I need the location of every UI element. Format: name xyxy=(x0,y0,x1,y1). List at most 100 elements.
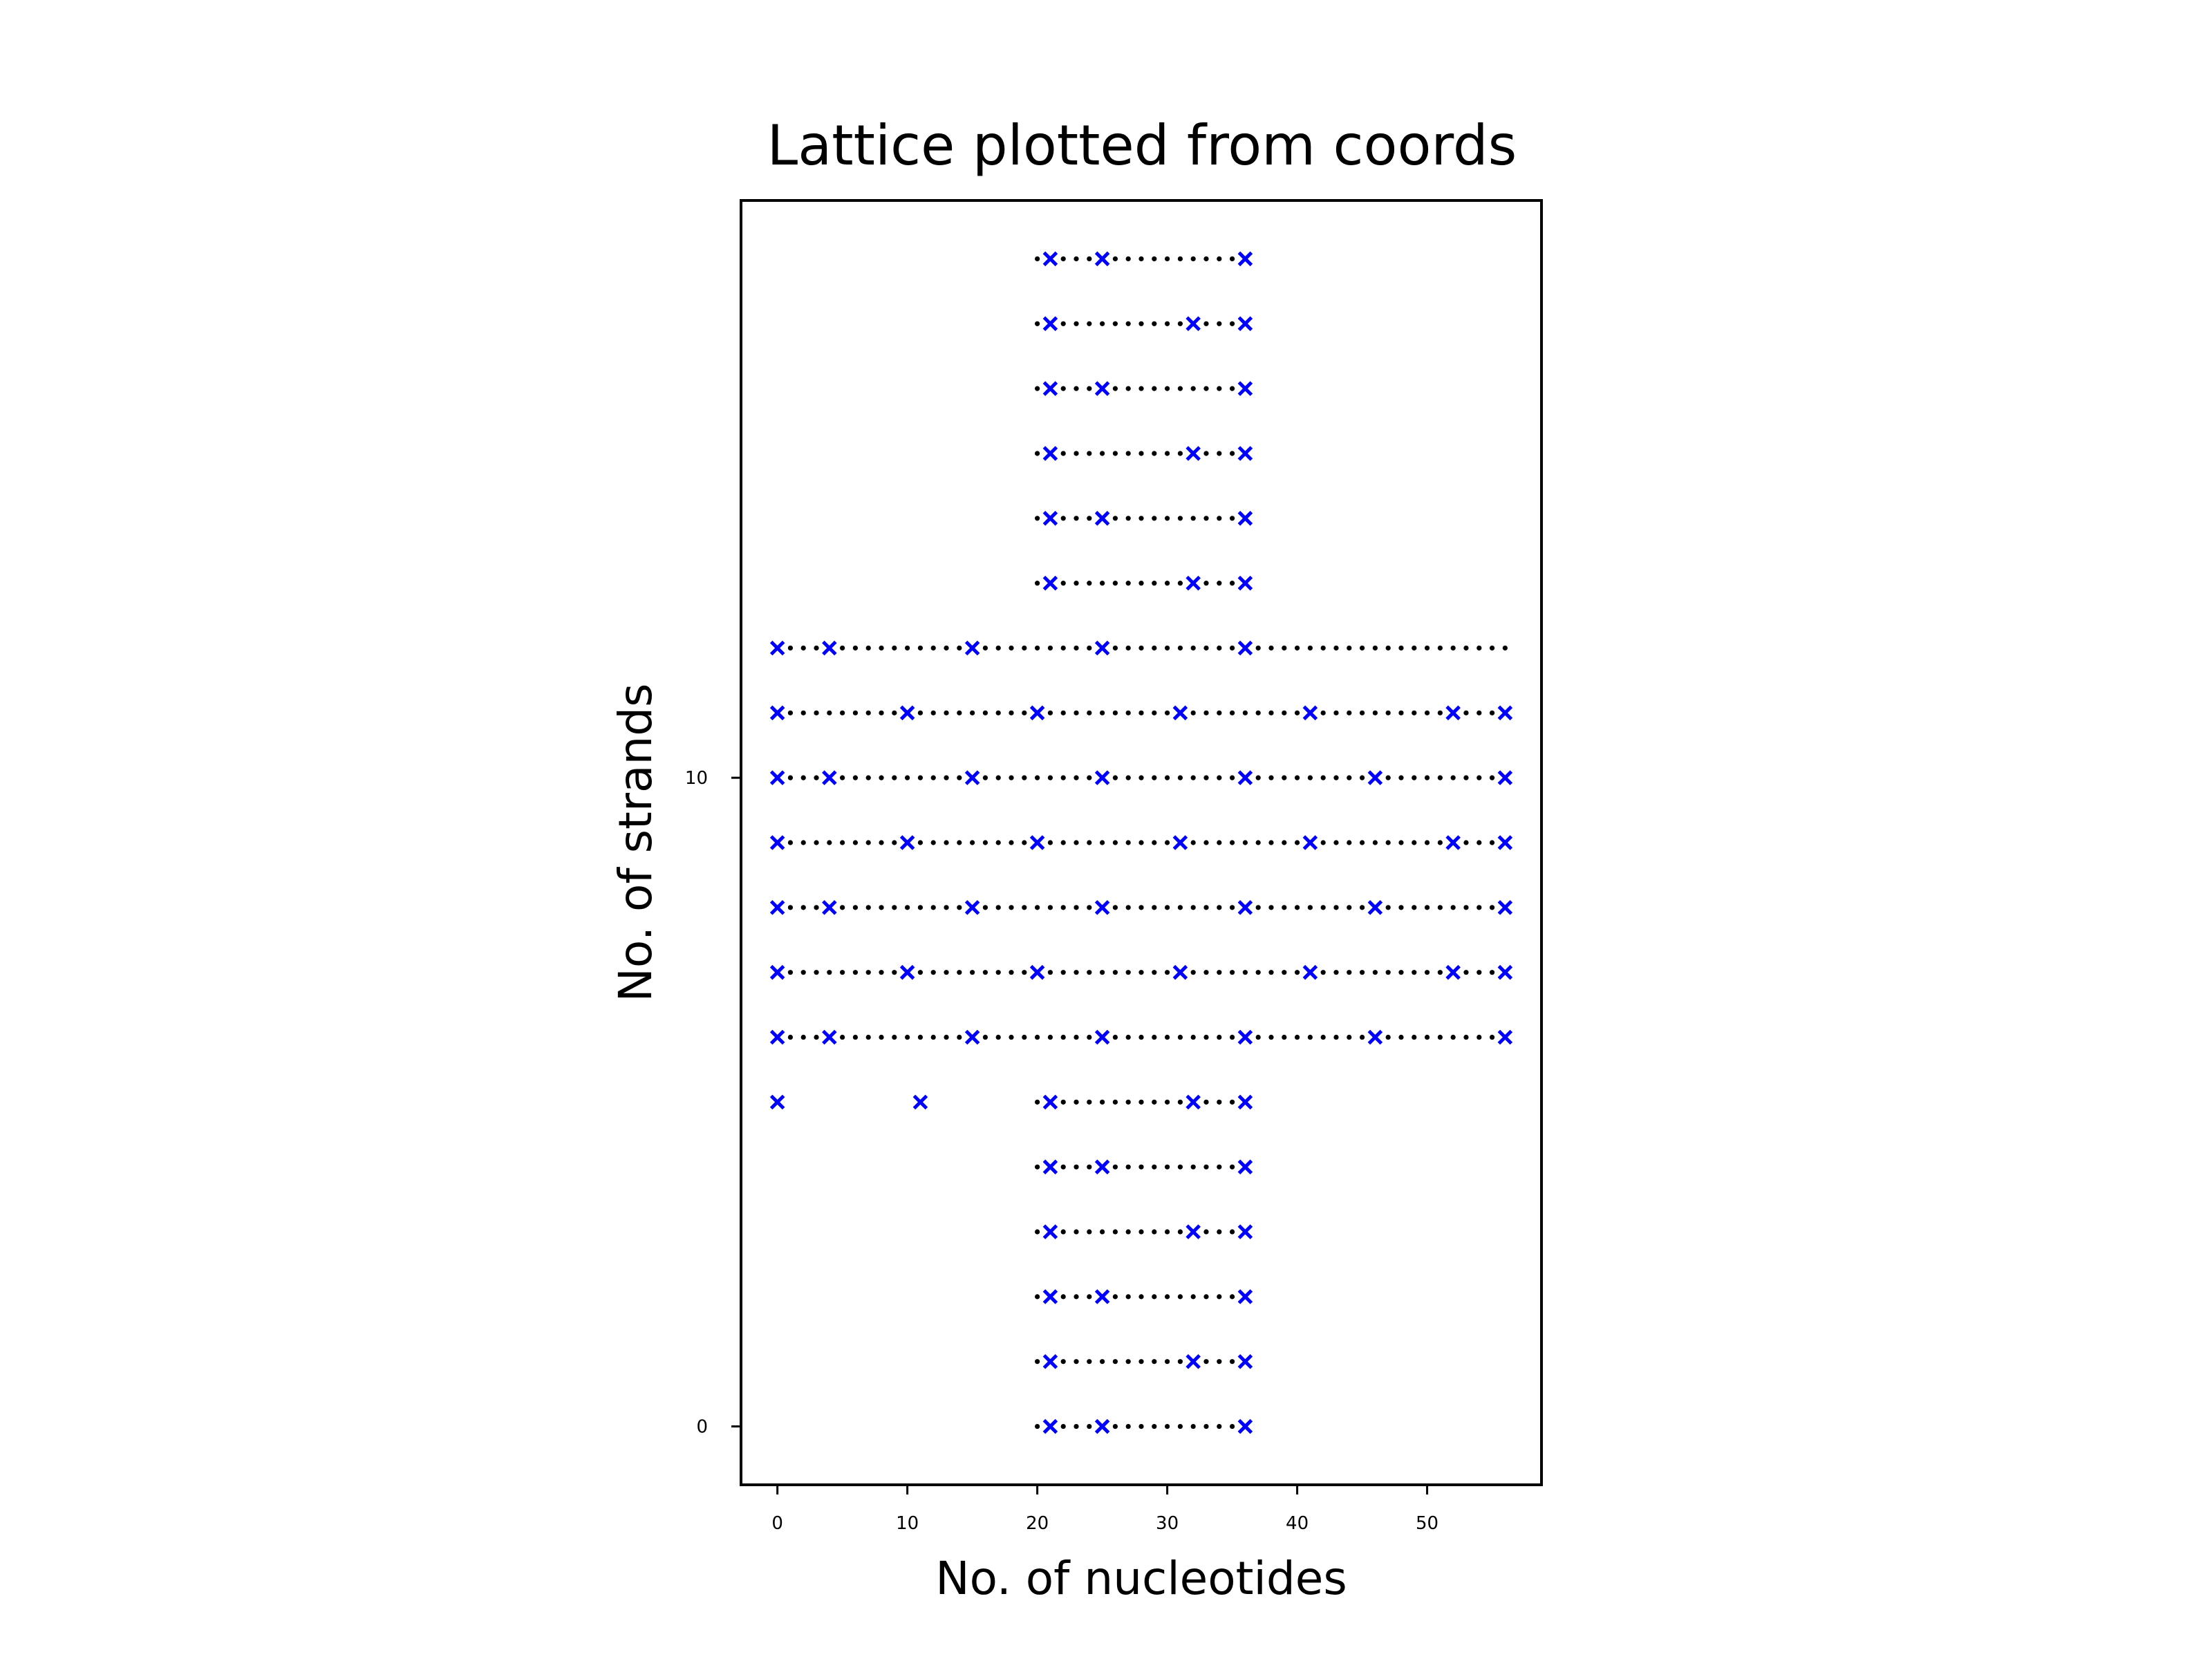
crossover-marker xyxy=(1237,511,1253,526)
nucleotide-point xyxy=(1450,775,1456,780)
nucleotide-point xyxy=(1112,645,1118,651)
nucleotide-point xyxy=(1412,970,1417,975)
nucleotide-point xyxy=(1190,645,1196,651)
nucleotide-point xyxy=(1047,775,1053,780)
nucleotide-point xyxy=(1333,645,1339,651)
crossover-marker xyxy=(1185,446,1201,461)
crossover-marker xyxy=(1094,511,1110,526)
nucleotide-point xyxy=(1112,256,1118,262)
nucleotide-point xyxy=(1268,1034,1274,1040)
nucleotide-point xyxy=(1087,645,1092,651)
nucleotide-point xyxy=(1424,905,1430,910)
nucleotide-point xyxy=(1203,840,1209,845)
nucleotide-point xyxy=(1060,1359,1066,1365)
nucleotide-point xyxy=(1074,1423,1079,1430)
nucleotide-point xyxy=(1138,256,1144,262)
nucleotide-point xyxy=(1060,1164,1066,1170)
nucleotide-point xyxy=(1060,386,1066,391)
crossover-marker xyxy=(822,640,837,656)
nucleotide-point xyxy=(1100,451,1105,456)
nucleotide-point xyxy=(944,710,949,715)
nucleotide-point xyxy=(879,840,884,845)
crossover-marker xyxy=(1029,964,1045,980)
nucleotide-point xyxy=(1307,775,1313,780)
nucleotide-point xyxy=(800,710,806,715)
nucleotide-point xyxy=(1437,970,1443,975)
nucleotide-point xyxy=(800,970,806,975)
nucleotide-point xyxy=(1047,970,1053,975)
nucleotide-point xyxy=(1333,840,1339,845)
nucleotide-point xyxy=(1282,1034,1287,1040)
nucleotide-point xyxy=(1100,970,1105,975)
nucleotide-point xyxy=(1347,905,1352,910)
nucleotide-point xyxy=(1385,970,1391,975)
nucleotide-point xyxy=(1190,905,1196,910)
nucleotide-point xyxy=(1165,516,1170,521)
nucleotide-point xyxy=(905,1034,910,1040)
nucleotide-point xyxy=(1359,905,1365,910)
nucleotide-point xyxy=(1112,516,1118,521)
nucleotide-point xyxy=(1138,386,1144,391)
nucleotide-point xyxy=(1412,775,1417,780)
crossover-marker xyxy=(769,964,785,980)
nucleotide-point xyxy=(1177,256,1183,262)
nucleotide-point xyxy=(1412,710,1417,715)
nucleotide-point xyxy=(800,1034,806,1040)
nucleotide-point xyxy=(982,1034,988,1040)
crossover-marker xyxy=(1367,900,1383,915)
crossover-marker xyxy=(769,770,785,785)
nucleotide-point xyxy=(1125,710,1131,715)
nucleotide-point xyxy=(1255,1034,1261,1040)
nucleotide-point xyxy=(1217,386,1222,391)
nucleotide-point xyxy=(1100,840,1105,845)
nucleotide-point xyxy=(1125,321,1131,326)
nucleotide-point xyxy=(1125,256,1131,262)
nucleotide-point xyxy=(1190,1294,1196,1300)
nucleotide-point xyxy=(1138,321,1144,326)
nucleotide-point xyxy=(905,775,910,780)
nucleotide-point xyxy=(1255,775,1261,780)
nucleotide-point xyxy=(1372,840,1378,845)
strand-row-14 xyxy=(1035,516,1248,521)
nucleotide-point xyxy=(1047,1034,1053,1040)
nucleotide-point xyxy=(1125,905,1131,910)
nucleotide-point xyxy=(840,970,845,975)
nucleotide-point xyxy=(1477,840,1482,845)
nucleotide-point xyxy=(1047,905,1053,910)
nucleotide-point xyxy=(1229,386,1235,391)
nucleotide-point xyxy=(1203,1099,1209,1105)
crossover-markers xyxy=(769,251,1513,1434)
nucleotide-point xyxy=(787,710,794,715)
x-axis-label: No. of nucleotides xyxy=(935,1552,1347,1605)
nucleotide-point xyxy=(1190,970,1196,975)
nucleotide-point xyxy=(1190,710,1196,715)
nucleotide-point xyxy=(1060,1034,1066,1040)
nucleotide-point xyxy=(1385,645,1391,651)
nucleotide-point xyxy=(1347,840,1352,845)
nucleotide-point xyxy=(787,905,794,910)
nucleotide-point xyxy=(982,970,988,975)
nucleotide-point xyxy=(1100,581,1105,586)
nucleotide-point xyxy=(1463,1034,1469,1040)
nucleotide-point xyxy=(1152,840,1157,845)
nucleotide-point xyxy=(1177,645,1183,651)
nucleotide-point xyxy=(1424,645,1430,651)
nucleotide-point xyxy=(892,645,897,651)
nucleotide-point xyxy=(1060,256,1066,262)
nucleotide-point xyxy=(787,970,794,975)
nucleotide-point xyxy=(1294,645,1300,651)
nucleotide-point xyxy=(865,645,871,651)
nucleotide-point xyxy=(1242,840,1248,845)
nucleotide-point xyxy=(1229,1164,1235,1170)
nucleotide-point xyxy=(1165,775,1170,780)
nucleotide-point xyxy=(1074,1099,1079,1105)
nucleotide-point xyxy=(1087,451,1092,456)
nucleotide-point xyxy=(1125,1034,1131,1040)
crossover-marker xyxy=(1042,446,1058,461)
nucleotide-point xyxy=(1125,1164,1131,1170)
nucleotide-point xyxy=(1165,645,1170,651)
nucleotide-point xyxy=(1203,516,1209,521)
nucleotide-point xyxy=(944,840,949,845)
nucleotide-point xyxy=(1255,970,1261,975)
